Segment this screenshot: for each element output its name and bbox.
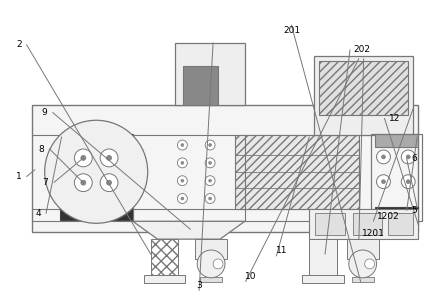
Circle shape <box>181 161 184 164</box>
Circle shape <box>197 250 225 278</box>
Circle shape <box>75 149 92 167</box>
Circle shape <box>205 140 215 150</box>
Circle shape <box>107 155 111 160</box>
Text: 6: 6 <box>412 154 417 163</box>
Bar <box>183 66 218 105</box>
Circle shape <box>349 250 377 278</box>
Bar <box>352 277 373 282</box>
Text: 10: 10 <box>245 272 256 281</box>
Bar <box>309 209 418 239</box>
Text: 5: 5 <box>412 206 417 215</box>
Bar <box>315 213 345 235</box>
Circle shape <box>178 176 187 186</box>
Circle shape <box>406 180 410 184</box>
Circle shape <box>209 143 212 146</box>
Text: 4: 4 <box>36 209 41 218</box>
Bar <box>347 239 379 259</box>
Circle shape <box>205 194 215 203</box>
Circle shape <box>209 179 212 182</box>
Circle shape <box>81 155 86 160</box>
Text: 201: 201 <box>283 26 300 35</box>
Text: 7: 7 <box>42 178 48 187</box>
Circle shape <box>100 174 118 192</box>
Bar <box>32 105 418 232</box>
Bar <box>59 134 133 147</box>
Bar <box>175 43 245 105</box>
Circle shape <box>181 197 184 200</box>
Text: 2: 2 <box>16 40 22 49</box>
Circle shape <box>401 175 415 189</box>
Circle shape <box>209 161 212 164</box>
Text: 11: 11 <box>276 247 287 255</box>
Circle shape <box>107 180 111 185</box>
Circle shape <box>178 140 187 150</box>
Bar <box>371 134 422 221</box>
Circle shape <box>401 150 415 164</box>
Bar <box>314 56 413 135</box>
Circle shape <box>81 180 86 185</box>
Circle shape <box>181 179 184 182</box>
Text: 1201: 1201 <box>362 229 385 238</box>
Bar <box>151 239 178 277</box>
Bar <box>375 134 418 147</box>
Circle shape <box>178 158 187 168</box>
Bar <box>319 61 408 115</box>
Text: 202: 202 <box>353 45 370 54</box>
Circle shape <box>178 194 187 203</box>
Text: 1: 1 <box>16 172 22 181</box>
Bar <box>200 277 222 282</box>
Circle shape <box>100 149 118 167</box>
Bar <box>375 207 418 220</box>
Text: 3: 3 <box>196 281 202 290</box>
Bar <box>353 213 382 235</box>
Circle shape <box>181 143 184 146</box>
Text: 1202: 1202 <box>377 212 400 221</box>
Circle shape <box>205 158 215 168</box>
Circle shape <box>377 150 390 164</box>
Circle shape <box>213 259 223 269</box>
Bar <box>144 275 185 283</box>
Bar <box>59 207 133 220</box>
Circle shape <box>381 180 385 184</box>
Bar <box>302 275 344 283</box>
Circle shape <box>377 175 390 189</box>
Circle shape <box>205 176 215 186</box>
Circle shape <box>45 120 148 223</box>
Text: 9: 9 <box>41 108 47 117</box>
Circle shape <box>209 197 212 200</box>
Bar <box>388 213 413 235</box>
Circle shape <box>365 259 375 269</box>
Bar <box>235 135 359 209</box>
Circle shape <box>381 155 385 159</box>
Bar <box>195 239 227 259</box>
Circle shape <box>406 155 410 159</box>
Bar <box>309 239 337 277</box>
Text: 8: 8 <box>38 145 44 154</box>
Polygon shape <box>133 221 245 239</box>
Circle shape <box>75 174 92 192</box>
Text: 12: 12 <box>389 114 400 123</box>
